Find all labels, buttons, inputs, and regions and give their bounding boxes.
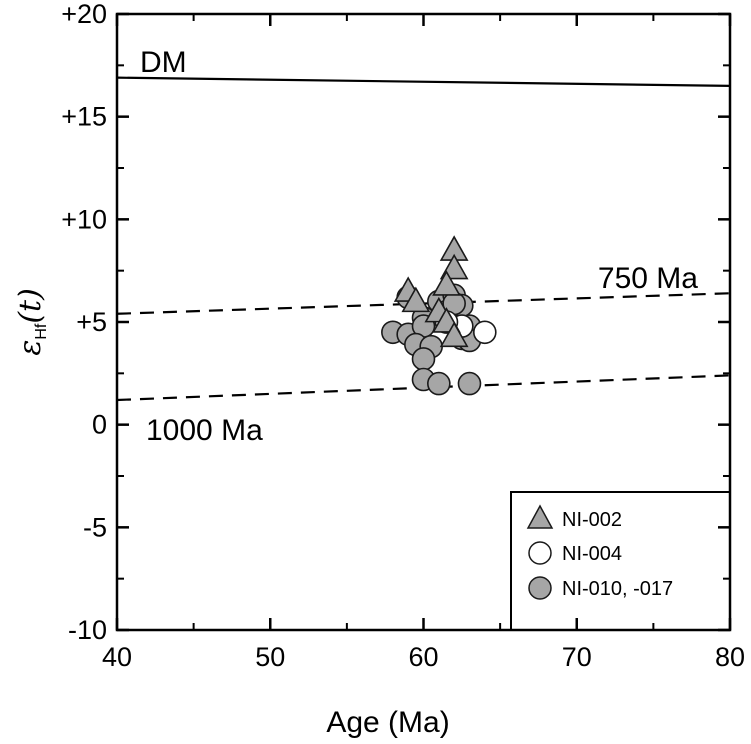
legend-open-circle-marker <box>528 541 552 565</box>
reference-label-750-ma: 750 Ma <box>598 262 698 295</box>
y-axis-ticks: +20 +15 +10 +5 0 -5 -10 <box>61 0 730 645</box>
data-point-gray-circle <box>457 371 482 396</box>
legend-label-ni-010-017: NI-010, -017 <box>562 578 673 600</box>
reference-line-dm <box>116 76 731 87</box>
data-point-gray-circle <box>427 371 451 396</box>
legend-label-ni-002: NI-002 <box>562 509 622 531</box>
legend-frame <box>510 491 730 630</box>
x-tick-label: 80 <box>715 642 745 672</box>
x-tick-label: 40 <box>102 642 132 672</box>
legend-label-ni-004: NI-004 <box>562 543 622 565</box>
x-axis-title: Age (Ma) <box>326 706 449 739</box>
y-tick-label: -10 <box>68 615 107 645</box>
svg-text:εHf(t): εHf(t) <box>13 288 50 356</box>
data-point-triangle <box>401 286 431 313</box>
data-point-triangle <box>432 270 461 296</box>
reference-label-dm: DM <box>140 46 187 79</box>
y-tick-label: -5 <box>83 512 107 542</box>
x-tick-label: 70 <box>562 642 592 672</box>
legend: NI-002 NI-004 NI-010, -017 <box>510 491 730 630</box>
x-tick-label: 60 <box>408 642 438 672</box>
data-point-triangle <box>439 321 469 348</box>
y-axis-title-epsilon: ε <box>13 340 48 356</box>
x-tick-label: 50 <box>255 642 285 672</box>
y-tick-label: +15 <box>61 102 107 132</box>
y-tick-label: 0 <box>92 410 107 440</box>
reference-label-1000-ma: 1000 Ma <box>146 414 263 447</box>
y-tick-label: +20 <box>61 0 107 29</box>
y-tick-label: +5 <box>76 307 107 337</box>
data-point-open-circle <box>472 320 497 345</box>
y-axis-title-paren: (t) <box>13 288 48 323</box>
x-axis-ticks: 40 50 60 70 80 <box>102 14 745 672</box>
data-point-gray-circle <box>411 347 436 371</box>
y-tick-label: +10 <box>61 204 107 234</box>
legend-gray-circle-marker <box>528 576 552 600</box>
y-axis-title-subscript: Hf <box>33 323 50 340</box>
legend-triangle-marker <box>526 504 554 529</box>
y-axis-title: εHf(t) <box>13 288 50 356</box>
data-points <box>381 235 497 396</box>
